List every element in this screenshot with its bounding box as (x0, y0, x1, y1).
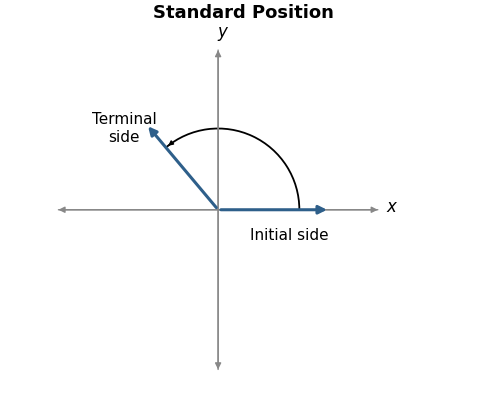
Text: y: y (217, 23, 227, 41)
Text: Initial side: Initial side (250, 228, 329, 243)
Text: Terminal
side: Terminal side (92, 112, 156, 145)
Title: Standard Position: Standard Position (153, 4, 334, 22)
Text: x: x (387, 198, 396, 216)
